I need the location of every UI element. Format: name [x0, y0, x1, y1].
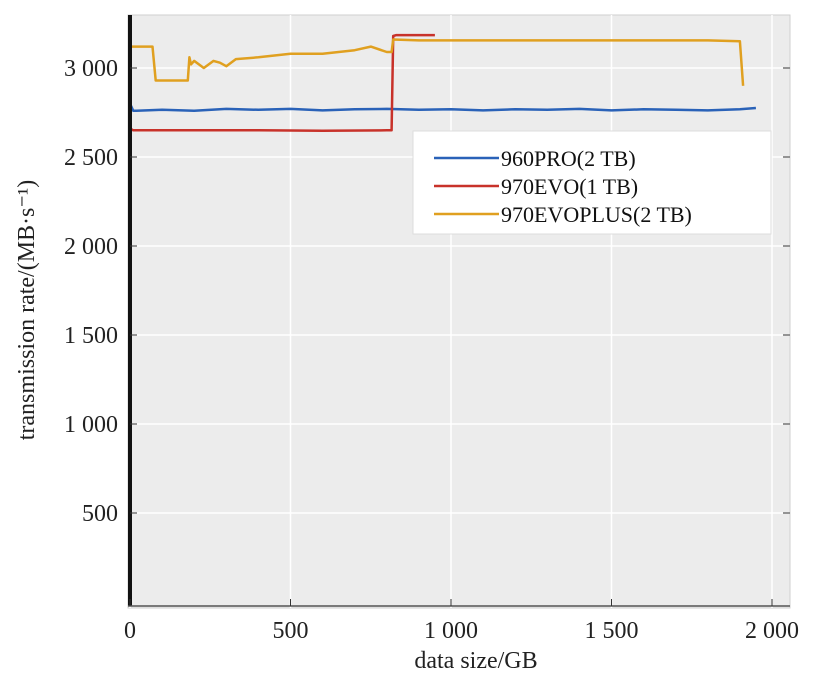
y-tick-label: 2 000 — [64, 234, 118, 260]
x-tick-label: 1 500 — [585, 618, 639, 644]
series-line — [129, 33, 435, 132]
x-tick-label: 2 000 — [745, 618, 799, 644]
y-tick-label: 2 500 — [64, 145, 118, 171]
series-lines — [128, 33, 757, 132]
x-axis-title: data size/GB — [414, 648, 537, 674]
legend: 960PRO(2 TB) 970EVO(1 TB) 970EVOPLUS(2 TB) — [412, 130, 772, 235]
y-tick-label: 1 500 — [64, 323, 118, 349]
plot-background — [127, 14, 791, 609]
legend-label: 960PRO(2 TB) — [501, 146, 636, 171]
x-tick-label: 1 000 — [424, 618, 478, 644]
x-tick-label: 0 — [124, 618, 136, 644]
series-line — [128, 103, 757, 112]
y-tick-label: 3 000 — [64, 56, 118, 82]
series-line — [130, 38, 745, 86]
y-tick-label: 1 000 — [64, 412, 118, 438]
legend-box — [412, 130, 772, 235]
y-tick-label: 500 — [82, 501, 118, 527]
x-tick-label: 500 — [273, 618, 309, 644]
legend-label: 970EVOPLUS(2 TB) — [501, 202, 692, 227]
legend-label: 970EVO(1 TB) — [501, 174, 638, 199]
tick-labels: 0 500 1 000 1 500 2 000 500 1 000 1 500 2 000 2 5… — [64, 56, 799, 644]
axes — [128, 15, 790, 607]
y-axis-title: transmission rate/(MB·s⁻¹) — [14, 180, 40, 441]
